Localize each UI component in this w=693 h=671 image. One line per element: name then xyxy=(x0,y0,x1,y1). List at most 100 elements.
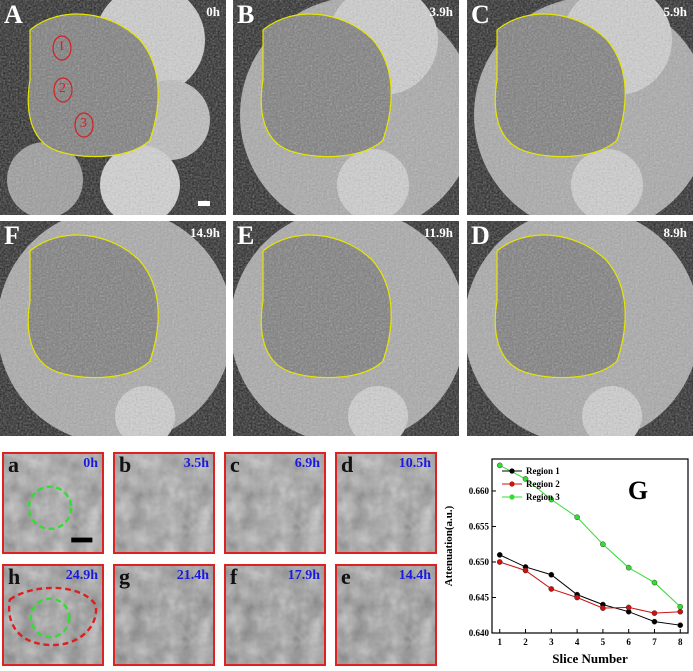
y-axis-label: Attenuation(a.u.) xyxy=(443,505,455,586)
data-point xyxy=(548,586,555,592)
zoom-image xyxy=(226,454,324,552)
panel-letter: b xyxy=(119,452,132,477)
timestamp: 3.9h xyxy=(429,4,453,19)
timestamp: 21.4h xyxy=(176,568,209,583)
legend-marker xyxy=(509,468,515,474)
panel-letter: e xyxy=(341,564,351,589)
ct-slice-image xyxy=(233,0,459,215)
x-tick-label: 1 xyxy=(497,637,502,647)
series-line xyxy=(499,464,681,608)
data-point xyxy=(548,571,555,578)
zoom-image xyxy=(115,566,213,664)
legend-marker xyxy=(509,494,515,500)
x-tick-label: 4 xyxy=(575,637,580,647)
panel-letter: f xyxy=(230,564,238,589)
ct-slice-image xyxy=(0,0,226,215)
data-point xyxy=(522,567,529,574)
panel-F: F 14.9h xyxy=(0,221,226,436)
timestamp: 5.9h xyxy=(663,4,687,19)
zoom-image xyxy=(337,454,435,552)
data-point xyxy=(600,541,606,548)
x-tick-label: 7 xyxy=(652,637,657,647)
zoom-panel-a: a 0h xyxy=(2,452,104,554)
legend-label: Region 3 xyxy=(526,492,560,502)
timestamp: 14.9h xyxy=(190,225,220,240)
y-tick-label: 0.640 xyxy=(469,628,490,638)
timestamp: 11.9h xyxy=(423,225,453,240)
data-point xyxy=(574,514,580,521)
data-point xyxy=(677,622,684,628)
ct-slice-image xyxy=(233,221,459,436)
x-tick-label: 8 xyxy=(678,637,683,647)
panel-letter: d xyxy=(341,452,354,477)
panel-C: C 5.9h xyxy=(467,0,693,215)
y-tick-label: 0.645 xyxy=(469,592,490,602)
x-tick-label: 3 xyxy=(549,637,554,647)
timestamp: 10.5h xyxy=(398,456,431,471)
timestamp: 6.9h xyxy=(294,456,320,471)
data-point xyxy=(651,610,658,616)
series-line xyxy=(499,561,681,614)
zoom-panel-f: f 17.9h xyxy=(224,564,326,666)
x-tick-label: 5 xyxy=(601,637,606,647)
panel-letter: C xyxy=(471,0,490,29)
legend-label: Region 2 xyxy=(526,479,560,489)
chart-series xyxy=(496,462,684,628)
series-line xyxy=(499,554,681,626)
zoom-image xyxy=(4,566,102,664)
data-point xyxy=(677,603,684,610)
data-point xyxy=(548,496,555,503)
zoom-panel-h: h 24.9h xyxy=(2,564,104,666)
timestamp: 3.5h xyxy=(183,456,209,471)
x-axis-label: Slice Number xyxy=(552,651,628,666)
panel-letter: F xyxy=(4,221,20,250)
ct-slice-image xyxy=(0,221,226,436)
y-tick-label: 0.650 xyxy=(469,557,490,567)
plot-frame xyxy=(491,458,689,634)
zoom-panel-d: d 10.5h xyxy=(335,452,437,554)
data-point xyxy=(496,462,503,469)
attenuation-line-chart: 0.640 0.645 0.650 0.655 0.660 1 2 3 4 5 6 7 8 Slice N… xyxy=(443,458,689,666)
panel-letter: g xyxy=(119,564,130,589)
panel-A: A 0h 1 2 3 xyxy=(0,0,226,215)
panel-E: E 11.9h xyxy=(233,221,459,436)
data-point xyxy=(677,608,684,615)
data-point xyxy=(625,564,632,571)
y-tick-label: 0.655 xyxy=(469,521,490,531)
timestamp: 24.9h xyxy=(65,568,98,583)
ct-slice-image xyxy=(467,221,693,436)
timestamp: 8.9h xyxy=(663,225,687,240)
y-tick-label: 0.660 xyxy=(469,486,490,496)
timestamp: 0h xyxy=(83,456,98,471)
data-point xyxy=(522,476,529,482)
zoom-panel-c: c 6.9h xyxy=(224,452,326,554)
zoom-image xyxy=(4,454,102,552)
panel-letter-G: G xyxy=(628,476,648,505)
data-point xyxy=(600,605,606,611)
data-point xyxy=(574,594,580,601)
zoom-image xyxy=(226,566,324,664)
data-point xyxy=(625,604,632,611)
ct-slice-image xyxy=(467,0,693,215)
region-marker-2: 2 xyxy=(59,81,66,96)
panel-letter: A xyxy=(4,0,23,29)
chart-axes: 0.640 0.645 0.650 0.655 0.660 1 2 3 4 5 6 7 8 Slice N… xyxy=(443,458,689,666)
legend-label: Region 1 xyxy=(526,466,560,476)
data-point xyxy=(651,579,658,586)
timestamp: 14.4h xyxy=(398,568,431,583)
region-marker-3: 3 xyxy=(80,116,87,131)
x-tick-label: 2 xyxy=(523,637,528,647)
zoom-image xyxy=(115,454,213,552)
data-point xyxy=(496,559,503,565)
panel-letter: E xyxy=(237,221,255,250)
timestamp: 17.9h xyxy=(287,568,320,583)
x-tick-label: 6 xyxy=(626,637,631,647)
panel-letter: h xyxy=(8,564,21,589)
zoom-panel-e: e 14.4h xyxy=(335,564,437,666)
zoom-panel-b: b 3.5h xyxy=(113,452,215,554)
timestamp: 0h xyxy=(206,4,220,19)
panel-letter: D xyxy=(471,221,490,250)
panel-letter: B xyxy=(237,0,255,29)
legend-marker xyxy=(509,481,515,487)
panel-D: D 8.9h xyxy=(467,221,693,436)
